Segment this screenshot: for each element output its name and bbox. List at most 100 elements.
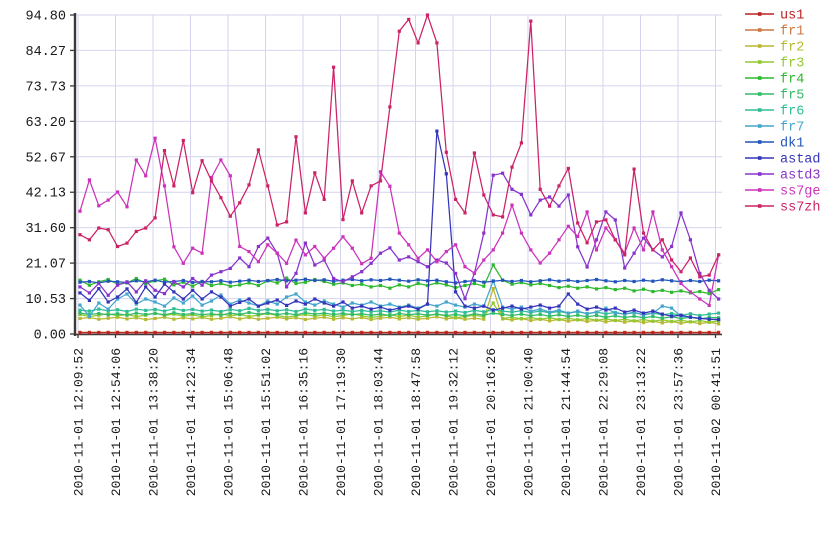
series-marker-fr3 bbox=[641, 317, 646, 322]
series-marker-astd3 bbox=[501, 171, 505, 175]
series-marker-fr5 bbox=[510, 313, 514, 318]
series-marker-fr5 bbox=[585, 315, 589, 319]
series-marker-fr4 bbox=[378, 283, 383, 288]
series-marker-ss7ge bbox=[116, 190, 120, 194]
series-marker-fr7 bbox=[388, 302, 392, 306]
series-marker-ss7ge bbox=[313, 244, 317, 249]
series-marker-fr6 bbox=[172, 307, 176, 311]
x-tick-label: 2010-11-01 12:09:52 bbox=[72, 348, 87, 496]
series-marker-dk1 bbox=[482, 280, 486, 284]
series-marker-dk1 bbox=[256, 279, 260, 284]
series-marker-astad bbox=[425, 302, 430, 306]
series-marker-dk1 bbox=[707, 278, 711, 282]
series-marker-fr7 bbox=[144, 297, 148, 301]
series-marker-us1 bbox=[707, 331, 711, 335]
series-marker-ss7ge bbox=[341, 235, 345, 239]
series-marker-astad bbox=[594, 305, 599, 309]
series-marker-astad bbox=[350, 306, 354, 310]
series-marker-fr4 bbox=[407, 285, 411, 289]
series-marker-us1 bbox=[247, 331, 251, 335]
series-marker-fr2 bbox=[679, 321, 683, 325]
series-marker-fr4 bbox=[576, 286, 580, 290]
series-marker-fr6 bbox=[134, 307, 138, 311]
series-marker-fr4 bbox=[416, 281, 420, 286]
series-marker-fr6 bbox=[238, 309, 242, 313]
series-marker-fr5 bbox=[106, 313, 110, 317]
series-marker-fr5 bbox=[228, 311, 232, 315]
series-marker-astad bbox=[144, 285, 148, 289]
series-marker-fr5 bbox=[78, 311, 82, 315]
series-marker-fr6 bbox=[472, 308, 476, 312]
series-marker-dk1 bbox=[294, 278, 298, 282]
series-marker-fr7 bbox=[332, 302, 336, 306]
series-marker-us1 bbox=[670, 331, 674, 335]
series-marker-fr2 bbox=[191, 317, 195, 321]
series-marker-fr2 bbox=[604, 320, 608, 324]
series-marker-fr4 bbox=[332, 282, 336, 286]
series-marker-astad bbox=[416, 307, 420, 311]
series-marker-fr2 bbox=[238, 317, 242, 321]
series-marker-fr2 bbox=[106, 316, 110, 320]
legend-marker-ss7ge bbox=[757, 188, 762, 192]
series-marker-fr6 bbox=[463, 310, 467, 315]
series-marker-dk1 bbox=[604, 279, 608, 283]
series-marker-us1 bbox=[209, 331, 214, 335]
series-marker-astd3 bbox=[341, 280, 345, 284]
series-marker-fr4 bbox=[322, 279, 326, 284]
series-marker-ss7ge bbox=[369, 256, 373, 260]
series-marker-fr5 bbox=[378, 312, 383, 316]
series-marker-fr5 bbox=[181, 312, 185, 317]
legend-label-fr4: fr4 bbox=[780, 73, 804, 88]
series-marker-fr2 bbox=[444, 317, 448, 321]
series-marker-fr4 bbox=[557, 286, 561, 290]
series-marker-ss7zh bbox=[660, 238, 664, 242]
series-marker-fr7 bbox=[623, 312, 627, 316]
series-marker-ss7zh bbox=[266, 184, 270, 188]
series-marker-fr4 bbox=[623, 286, 627, 290]
series-marker-fr6 bbox=[219, 309, 223, 314]
series-marker-fr4 bbox=[106, 277, 110, 282]
series-marker-ss7zh bbox=[444, 150, 448, 154]
series-marker-dk1 bbox=[585, 278, 589, 283]
series-marker-fr4 bbox=[397, 283, 401, 287]
series-marker-fr7 bbox=[670, 306, 674, 310]
series-marker-fr5 bbox=[679, 316, 683, 321]
series-marker-fr6 bbox=[332, 309, 336, 313]
series-marker-dk1 bbox=[407, 279, 411, 283]
series-marker-fr4 bbox=[717, 288, 721, 292]
series-marker-ss7ge bbox=[576, 234, 580, 238]
series-marker-astad bbox=[303, 302, 307, 306]
series-marker-us1 bbox=[407, 331, 411, 335]
series-marker-fr6 bbox=[153, 307, 157, 311]
series-marker-us1 bbox=[238, 331, 242, 335]
series-marker-astad bbox=[613, 306, 617, 310]
series-marker-astd3 bbox=[238, 256, 242, 260]
legend-marker-fr3 bbox=[757, 60, 762, 64]
series-marker-astd3 bbox=[266, 236, 270, 240]
legend-label-astd3: astd3 bbox=[780, 169, 821, 184]
series-marker-ss7zh bbox=[285, 220, 289, 224]
series-marker-us1 bbox=[529, 331, 533, 335]
series-marker-us1 bbox=[510, 331, 514, 335]
series-marker-astd3 bbox=[350, 275, 354, 279]
series-marker-fr7 bbox=[641, 313, 646, 317]
series-marker-fr3 bbox=[97, 313, 101, 317]
series-marker-ss7ge bbox=[209, 175, 214, 180]
series-marker-fr3 bbox=[360, 314, 364, 318]
series-marker-fr4 bbox=[566, 284, 570, 288]
series-marker-fr7 bbox=[594, 310, 599, 314]
series-marker-astad bbox=[407, 304, 411, 308]
series-marker-fr7 bbox=[275, 302, 279, 306]
series-marker-ss7zh bbox=[482, 193, 486, 197]
legend-label-dk1: dk1 bbox=[780, 137, 804, 152]
series-marker-ss7ge bbox=[444, 250, 448, 254]
series-marker-us1 bbox=[275, 331, 279, 335]
series-marker-us1 bbox=[116, 331, 120, 335]
series-marker-astad bbox=[679, 313, 683, 317]
series-marker-fr5 bbox=[538, 312, 542, 317]
series-marker-fr4 bbox=[529, 283, 533, 287]
x-tick-label: 2010-11-01 16:35:16 bbox=[297, 348, 312, 496]
series-marker-ss7zh bbox=[303, 211, 307, 215]
series-marker-fr2 bbox=[209, 317, 214, 321]
series-marker-fr5 bbox=[172, 311, 176, 315]
